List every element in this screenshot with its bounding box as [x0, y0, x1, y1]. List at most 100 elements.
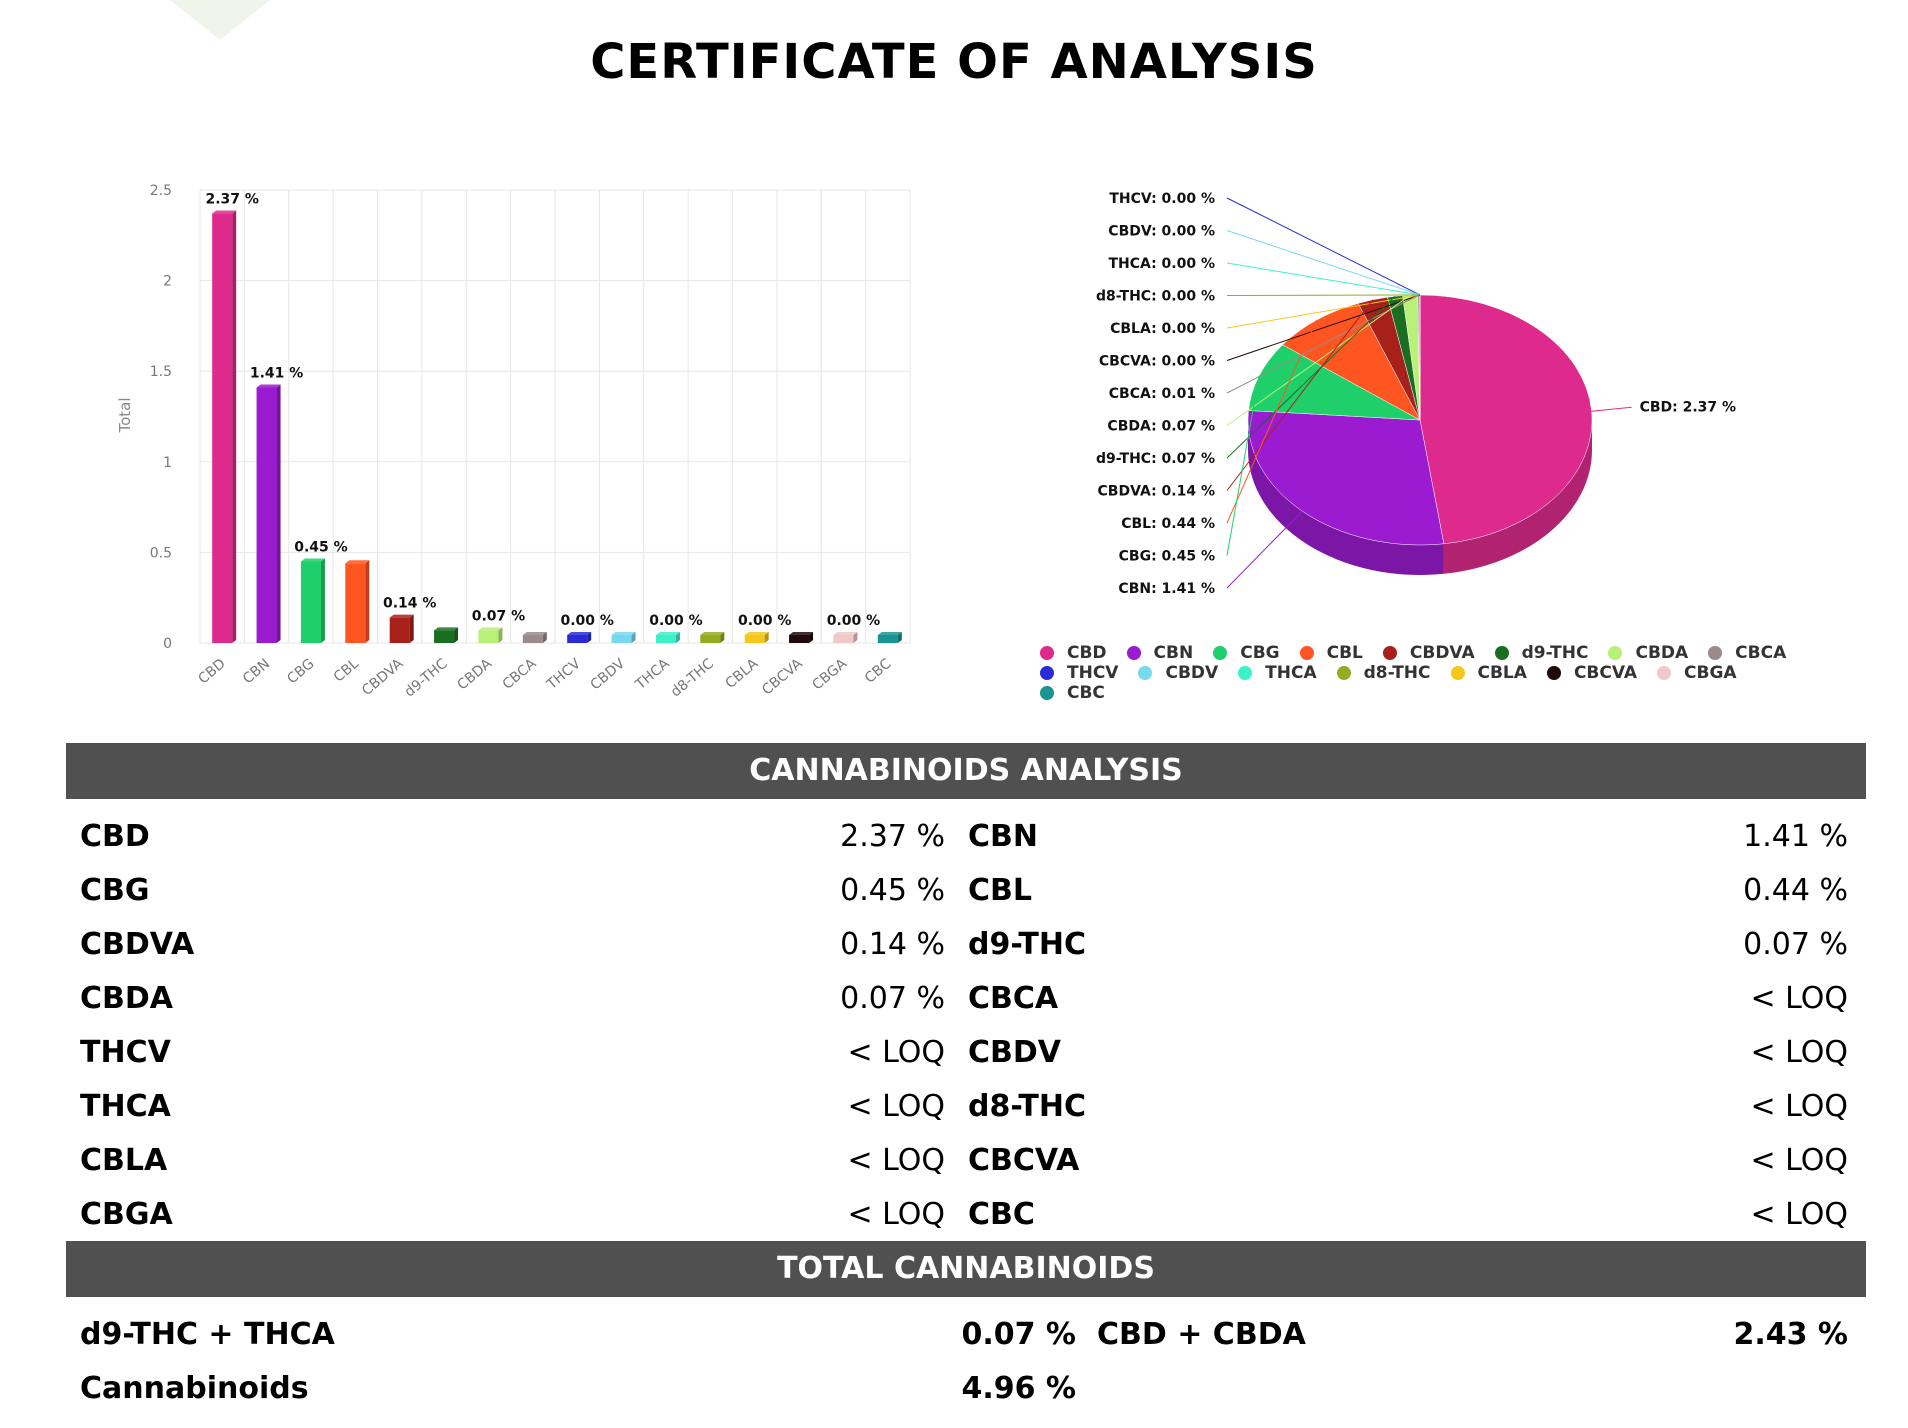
x-tick-label: CBG [284, 656, 317, 688]
bar-side [809, 632, 814, 643]
analyte-value: 0.14 % [840, 927, 945, 962]
analyte-name: d8-THC [968, 1089, 1086, 1124]
bar-CBDVA [389, 614, 414, 643]
pie-side-CBN [1248, 420, 1444, 575]
bar-d9-THC [434, 627, 459, 643]
analyte-name: CBL [968, 873, 1032, 908]
analyte-name: CBCVA [968, 1143, 1080, 1178]
legend-item-THCA[interactable]: THCA [1238, 663, 1317, 683]
bar-THCA [655, 632, 680, 643]
bar-front [877, 635, 898, 643]
bar-front [478, 630, 499, 643]
analyte-value: < LOQ [1750, 1197, 1848, 1232]
legend-item-d8-THC[interactable]: d8-THC [1336, 663, 1431, 683]
analyte-name: CBN [968, 819, 1038, 854]
legend-item-THCV[interactable]: THCV [1040, 663, 1118, 683]
pie-label-CBDA: CBDA: 0.07 % [1107, 419, 1215, 435]
legend-item-CBGA[interactable]: CBGA [1657, 663, 1737, 683]
pie-leader-CBG [1226, 375, 1260, 556]
legend-item-CBG[interactable]: CBG [1213, 643, 1280, 663]
bar-data-label: 0.00 % [827, 613, 880, 629]
bar-side [409, 614, 414, 643]
bar-side [542, 632, 547, 643]
bar-side [276, 384, 281, 643]
pie-chart: CBD: 2.37 % THCV: 0.00 % CBDV: 0.00 % THCA:… [1096, 191, 1736, 597]
pie-leader-CBN [1226, 510, 1303, 589]
analyte-name: CBG [80, 873, 150, 908]
legend-marker [1382, 646, 1397, 660]
legend-item-CBL[interactable]: CBL [1299, 643, 1363, 663]
legend-item-CBDV[interactable]: CBDV [1138, 663, 1218, 683]
bar-top [256, 384, 281, 388]
bar-front [256, 387, 277, 643]
legend-marker [1546, 666, 1561, 680]
bar-side [365, 560, 370, 643]
legend-marker [1238, 666, 1253, 680]
legend-label: THCV [1067, 663, 1119, 683]
analyte-name: CBDA [80, 981, 174, 1016]
bar-data-label: 0.00 % [560, 613, 613, 629]
analyte-value: 0.07 % [840, 981, 945, 1016]
bar-side [675, 632, 680, 643]
legend-item-d9-THC[interactable]: d9-THC [1494, 643, 1588, 663]
bar-top [567, 632, 592, 635]
x-tick-label: CBC [862, 656, 895, 687]
legend-item-CBDVA[interactable]: CBDVA [1382, 643, 1475, 663]
bar-side [853, 632, 858, 643]
analyte-name: d9-THC [968, 927, 1086, 962]
x-tick-label: CBN [240, 656, 273, 687]
total-name: d9-THC + THCA [80, 1317, 335, 1352]
analyte-value: < LOQ [847, 1197, 945, 1232]
analyte-value: 1.41 % [1743, 819, 1848, 854]
legend-label: CBC [1067, 683, 1105, 703]
bar-front [434, 630, 455, 643]
pie-label-CBDV: CBDV: 0.00 % [1108, 224, 1215, 240]
bar-side [232, 210, 237, 643]
x-tick-label: CBLA [723, 656, 762, 692]
bar-top [700, 632, 725, 635]
y-tick-label: 0 [163, 636, 172, 652]
analyte-value: < LOQ [1750, 1089, 1848, 1124]
legend-marker [1494, 646, 1509, 660]
bar-top [300, 558, 325, 562]
pie-leader-THCA [1226, 262, 1421, 296]
bar-data-label: 0.00 % [738, 613, 791, 629]
analyte-value: 2.37 % [840, 819, 945, 854]
cannabinoids-analysis-header: CANNABINOIDS ANALYSIS [66, 743, 1866, 799]
legend-item-CBLA[interactable]: CBLA [1450, 663, 1527, 683]
bar-front [655, 635, 676, 643]
legend-marker [1336, 666, 1351, 680]
bar-top [478, 627, 503, 631]
legend-marker [1299, 646, 1314, 660]
legend-item-CBCVA[interactable]: CBCVA [1546, 663, 1637, 683]
analyte-value: 0.45 % [840, 873, 945, 908]
legend-item-CBC[interactable]: CBC [1040, 683, 1105, 703]
legend-item-CBD[interactable]: CBD [1040, 643, 1107, 663]
legend-label: CBDA [1635, 643, 1689, 663]
analyte-value: < LOQ [1750, 1035, 1848, 1070]
bar-top [522, 632, 547, 635]
analyte-name: CBGA [80, 1197, 173, 1232]
analyte-name: CBLA [80, 1143, 168, 1178]
legend-label: CBLA [1477, 663, 1527, 683]
legend-item-CBN[interactable]: CBN [1126, 643, 1193, 663]
bar-side [631, 632, 636, 643]
bar-data-label: 0.07 % [472, 608, 525, 624]
legend-item-CBCA[interactable]: CBCA [1708, 643, 1786, 663]
pie-slice-CBN [1247, 410, 1445, 546]
bar-side [764, 632, 769, 643]
bar-front [345, 563, 366, 643]
bar-side [720, 632, 725, 643]
legend-item-CBDA[interactable]: CBDA [1608, 643, 1688, 663]
bar-front [833, 635, 854, 643]
y-axis-label: Total [116, 397, 134, 433]
x-tick-label: CBD [195, 656, 228, 688]
pie-leader-CBL [1226, 319, 1317, 524]
bar-front [611, 635, 632, 643]
bar-top [833, 632, 858, 635]
analyte-name: CBDV [968, 1035, 1062, 1070]
analyte-value: 0.07 % [1743, 927, 1848, 962]
bar-side [454, 627, 459, 643]
y-tick-label: 1 [163, 455, 172, 471]
pie-label-d8-THC: d8-THC: 0.00 % [1096, 289, 1215, 305]
